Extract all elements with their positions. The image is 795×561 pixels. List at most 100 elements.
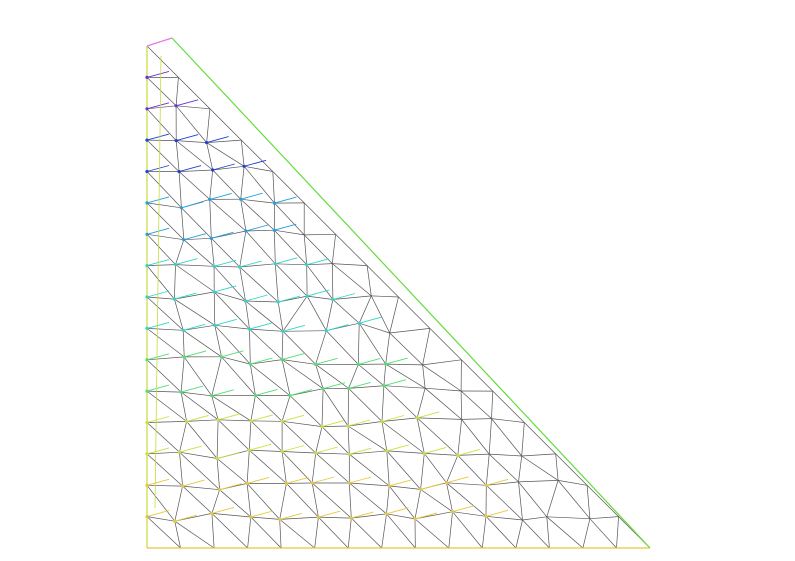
node-marker (177, 170, 181, 174)
node-marker (387, 484, 391, 488)
mesh-edge (586, 485, 591, 519)
overlay-vector (245, 224, 269, 232)
mesh-edge (486, 481, 519, 486)
mesh-edge (178, 171, 210, 200)
mesh-edge (398, 296, 431, 329)
mesh-edge (515, 519, 523, 549)
mesh-edge (425, 387, 462, 392)
mesh-edge (239, 263, 276, 268)
mesh-edge (250, 516, 282, 549)
mesh-edge (218, 419, 251, 422)
mesh-edge (245, 300, 250, 330)
mesh-edge (616, 516, 619, 549)
mesh-edge (429, 328, 462, 361)
node-marker (484, 514, 488, 518)
node-marker (444, 481, 449, 485)
mesh-edge (491, 418, 522, 457)
node-marker (212, 264, 216, 268)
overlay-vector (180, 385, 204, 393)
mesh-edge (247, 516, 252, 549)
mesh-edge (146, 108, 177, 141)
node-marker (415, 416, 419, 420)
mesh-edge (321, 425, 349, 427)
node-marker (281, 329, 285, 333)
mesh-edge (146, 45, 179, 78)
overlay-vector (306, 258, 329, 266)
mesh-edge (249, 449, 287, 484)
mesh-edge (146, 296, 184, 331)
mesh-edge (314, 517, 319, 549)
mesh-edge (370, 295, 391, 334)
node-marker (174, 104, 178, 108)
mesh-edge (146, 484, 183, 487)
mesh-edge (424, 453, 447, 484)
mesh-edge (282, 295, 308, 332)
mesh-edge (555, 453, 588, 486)
mesh-edge (221, 356, 256, 396)
overlay-vector (332, 293, 356, 300)
overlay-vector (217, 413, 241, 421)
overlay-vector (289, 389, 313, 397)
node-marker (346, 424, 350, 428)
mesh-edge (279, 516, 319, 520)
mesh-edge (175, 77, 179, 106)
node-marker (179, 390, 183, 394)
mesh-edge (146, 422, 180, 453)
mesh-edge (424, 453, 458, 456)
mesh-edge (546, 516, 590, 520)
mesh-edge (175, 140, 213, 171)
node-marker (305, 294, 309, 298)
overlay-vector (214, 285, 237, 293)
node-marker (284, 481, 288, 485)
mesh-edge (240, 166, 245, 200)
mesh-edge (332, 299, 360, 324)
mesh-edge (249, 364, 256, 396)
mesh-edge (348, 482, 352, 519)
mesh-edge (240, 198, 275, 204)
mesh-edge (273, 230, 276, 264)
overlay-vector (243, 159, 267, 167)
mesh-edge (214, 265, 240, 268)
node-marker (280, 419, 284, 423)
mesh-edge (349, 482, 390, 487)
node-marker (185, 419, 189, 423)
node-marker (249, 515, 253, 519)
overlay-vector (278, 295, 301, 303)
mesh-edge (240, 140, 245, 167)
mesh-edge (209, 199, 212, 239)
overlay-vector (146, 165, 170, 172)
mesh-edge (555, 453, 559, 481)
node-marker (238, 265, 242, 269)
node-marker (145, 358, 149, 362)
node-marker (245, 481, 249, 485)
mesh-edge (347, 425, 350, 455)
mesh-edge (213, 266, 246, 302)
node-marker (247, 448, 251, 452)
overlay-vector (348, 381, 371, 389)
mesh-edge (311, 482, 352, 519)
mesh-edge (214, 291, 246, 302)
mesh-edge (282, 330, 327, 332)
hypotenuse-boundary (171, 37, 651, 549)
mesh-edge (213, 291, 250, 330)
mesh-edge (221, 356, 251, 365)
overlay-vector (457, 448, 480, 456)
overlay-vector (383, 379, 407, 387)
node-marker (219, 355, 224, 359)
node-marker (177, 450, 182, 454)
inner-left-boundary (154, 55, 162, 509)
node-marker (172, 297, 176, 301)
mesh-edge (246, 450, 250, 484)
overlay-vector (146, 196, 170, 204)
mesh-edge (546, 516, 584, 549)
node-marker (347, 481, 351, 485)
mesh-edge (146, 451, 180, 455)
mesh-edge (146, 516, 175, 522)
mesh-edge (318, 516, 349, 549)
node-marker (174, 139, 178, 143)
overlay-vector (245, 294, 268, 302)
mesh-edge (281, 359, 291, 396)
mesh-edge (383, 385, 426, 389)
mesh-edge (332, 263, 368, 266)
overlay-vector (389, 479, 412, 487)
